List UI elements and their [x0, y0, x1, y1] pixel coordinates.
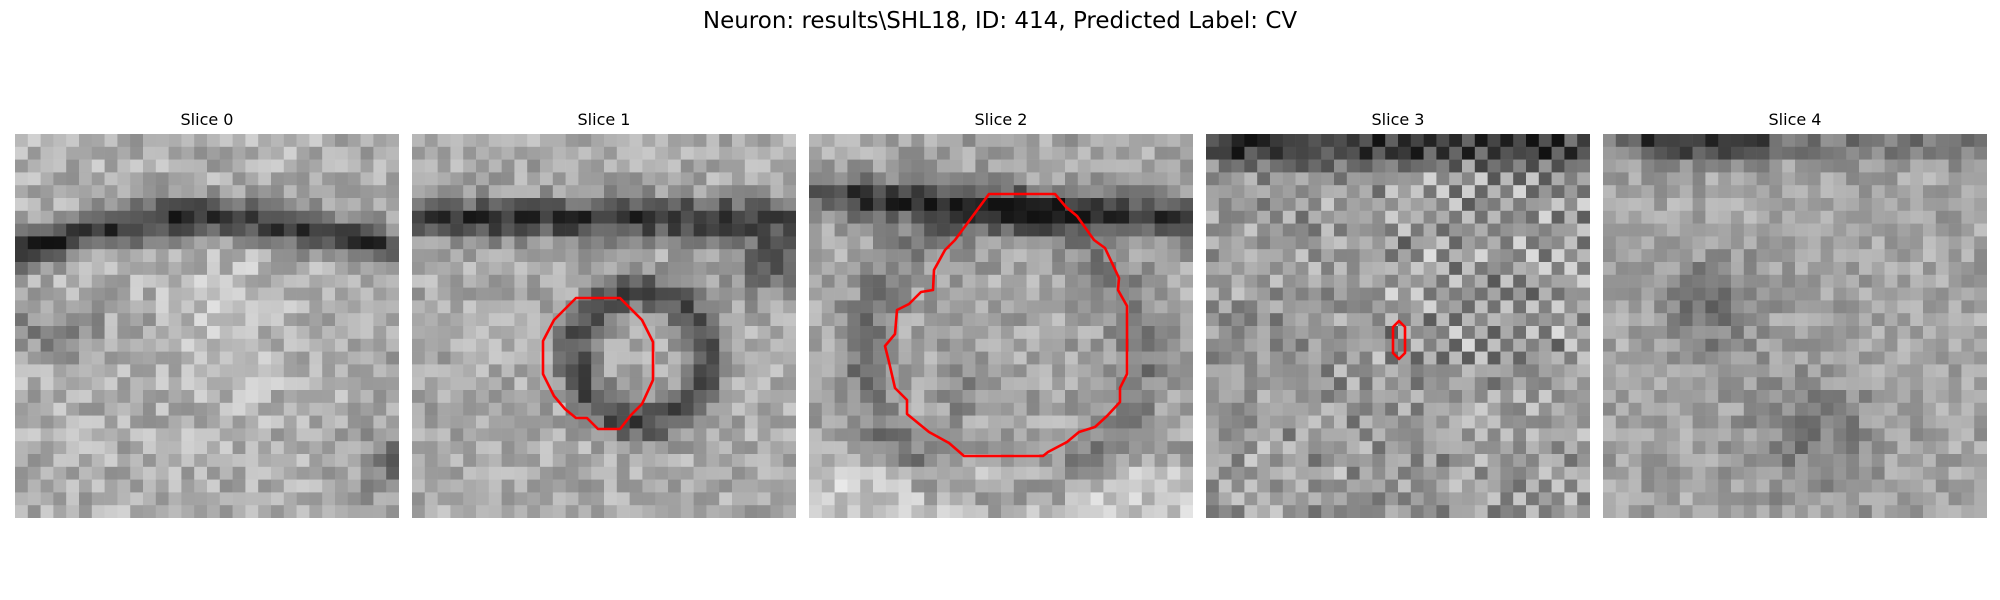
figure-title: Neuron: results\SHL18, ID: 414, Predicte… — [702, 8, 1298, 34]
slice-image — [15, 134, 399, 518]
segmentation-contour — [883, 192, 1129, 458]
slice-image — [412, 134, 796, 518]
slice-image — [809, 134, 1193, 518]
segmentation-contour — [541, 296, 655, 431]
slice-title: Slice 4 — [1768, 110, 1822, 129]
slice-title: Slice 2 — [974, 110, 1028, 129]
slice-title: Slice 1 — [577, 110, 631, 129]
segmentation-contour — [1391, 319, 1407, 361]
slice-title: Slice 3 — [1371, 110, 1425, 129]
slice-title: Slice 0 — [180, 110, 234, 129]
slice-image — [1206, 134, 1590, 518]
slice-image — [1603, 134, 1987, 518]
